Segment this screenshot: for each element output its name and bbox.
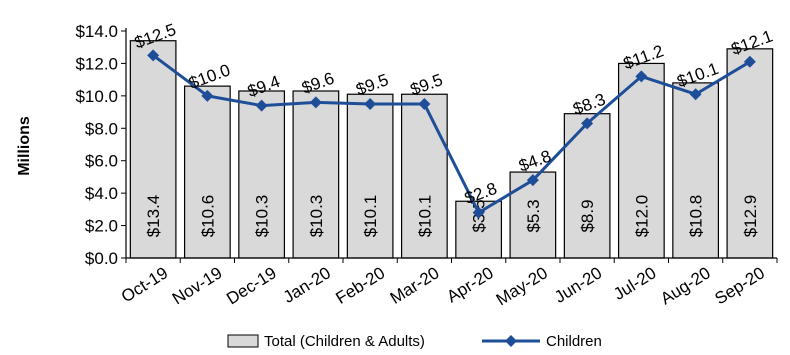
bar [183, 85, 231, 259]
bar-data-label: $10.3 [307, 195, 326, 238]
y-tick-label: $8.0 [85, 119, 118, 138]
x-tick-label: Sep-20 [711, 263, 768, 308]
x-tick-label: Dec-19 [223, 263, 280, 308]
bar-data-label: $10.1 [415, 195, 434, 238]
bar-data-label: $13.4 [144, 195, 163, 238]
y-tick-label: $6.0 [85, 152, 118, 171]
line-point [581, 117, 594, 130]
y-axis-label-group: Millions [16, 116, 33, 176]
bar-data-label: $10.1 [361, 195, 380, 238]
bar-data-label: $12.0 [632, 195, 651, 238]
line-point [472, 206, 485, 219]
bar-data-label: $5.3 [524, 199, 543, 232]
line-point [201, 89, 214, 102]
x-tick-label: Aug-20 [657, 263, 714, 308]
y-tick-label: $2.0 [85, 217, 118, 236]
legend: Total (Children & Adults) Children [227, 333, 602, 350]
x-tick-label: May-20 [493, 263, 551, 309]
x-tick-label: Jun-20 [551, 263, 605, 307]
bar-data-label: $10.3 [253, 195, 272, 238]
bar-data-label: $10.8 [687, 195, 706, 238]
bar-data-label: $8.9 [578, 199, 597, 232]
y-tick-label: $14.0 [75, 22, 118, 41]
axes [125, 28, 778, 263]
x-tick-label: Apr-20 [443, 263, 496, 306]
legend-line-marker [505, 335, 517, 347]
bar [617, 62, 665, 259]
bar-data-label: $10.6 [198, 195, 217, 238]
bar [400, 93, 448, 259]
line-point [147, 49, 160, 62]
line-point [255, 99, 268, 112]
line-point [309, 96, 322, 109]
x-tick-label: Jul-20 [610, 263, 659, 304]
bar-data-label: $12.9 [741, 195, 760, 238]
bar [238, 90, 286, 259]
line-point [635, 70, 648, 83]
bar [672, 82, 720, 259]
bar [129, 40, 177, 259]
x-tick-label: Mar-20 [387, 263, 443, 308]
legend-bar-swatch [227, 334, 259, 348]
y-tick-label: $12.0 [75, 54, 118, 73]
line-point [526, 174, 539, 187]
line-point [364, 97, 377, 110]
legend-bar-label: Total (Children & Adults) [264, 333, 425, 350]
x-tick-label: Nov-19 [169, 263, 226, 308]
y-tick-label: $0.0 [85, 249, 118, 268]
x-tick-label: Feb-20 [332, 263, 388, 308]
bar [346, 93, 394, 259]
x-tick-label: Oct-19 [118, 263, 171, 306]
x-tick-label: Jan-20 [280, 263, 334, 307]
bar [726, 48, 774, 259]
line-point [689, 88, 702, 101]
bar-series: $13.4$10.6$10.3$10.3$10.1$10.1$3.5$5.3$8… [129, 40, 774, 259]
y-tick-label: $10.0 [75, 87, 118, 106]
y-tick-label: $4.0 [85, 184, 118, 203]
bar [509, 171, 557, 259]
children-line [152, 54, 751, 215]
line-data-label: $4.8 [516, 146, 554, 175]
y-axis-ticks: $0.0 $2.0 $4.0 $6.0 $8.0 $10.0 $12.0 $14.0 [75, 22, 126, 268]
bar [563, 113, 611, 259]
line-point [743, 55, 756, 68]
line-point [418, 97, 431, 110]
legend-line-label: Children [546, 333, 602, 350]
y-axis-label: Millions [16, 116, 33, 176]
